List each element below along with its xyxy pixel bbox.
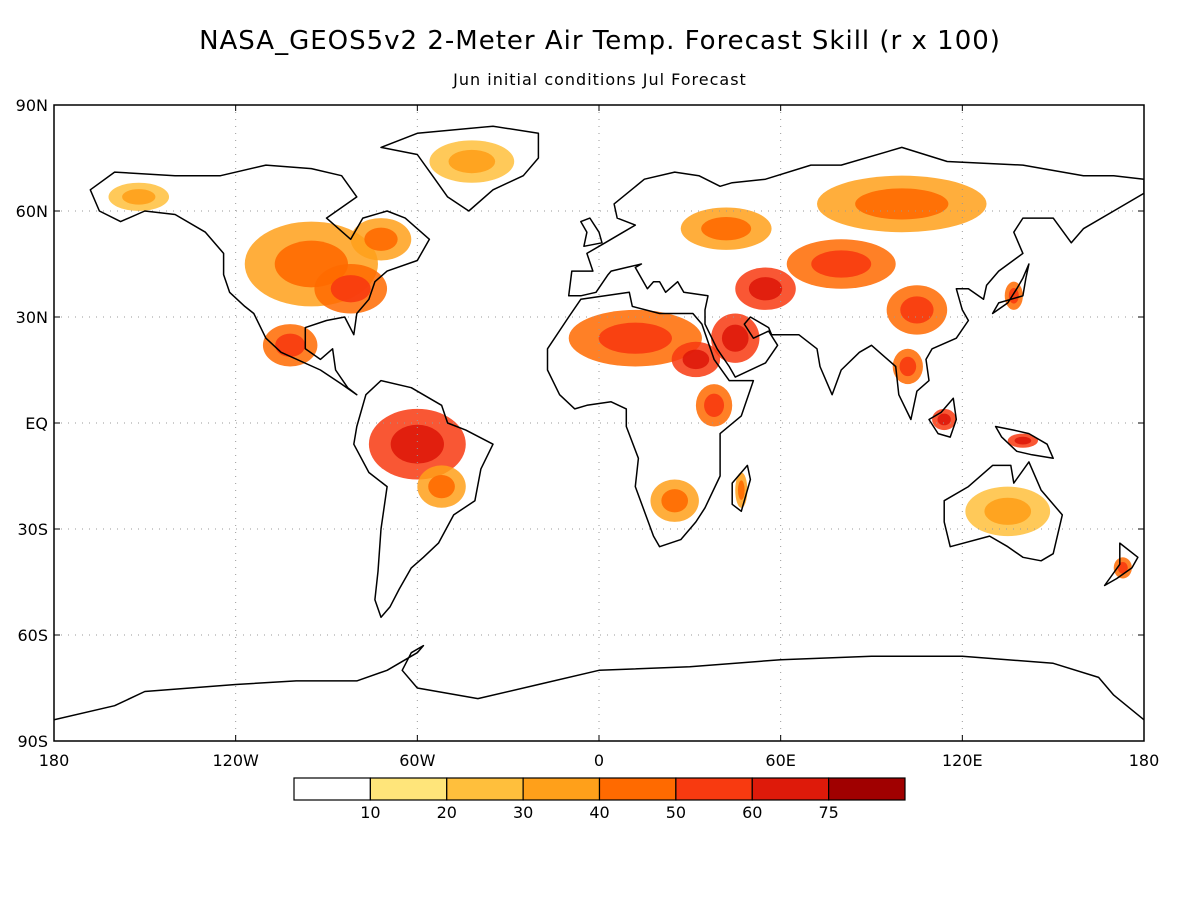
coastline-borneo (928, 397, 958, 438)
skill-core-iran-caspian (748, 277, 783, 301)
skill-core-central-asia (811, 250, 872, 278)
coastline-eurasia (567, 146, 1144, 421)
colorbar-swatch (369, 777, 448, 801)
colorbar-swatch (751, 777, 830, 801)
lon-tick-label: 60W (399, 751, 435, 770)
colorbar-label: 50 (666, 803, 686, 822)
skill-core-arabia (721, 324, 749, 352)
lat-tick-label: 90N (16, 96, 48, 115)
lat-tick-label: 60N (16, 202, 48, 221)
colorbar-swatch (522, 777, 601, 801)
coastlines (54, 125, 1144, 721)
skill-core-australia (984, 497, 1032, 525)
lon-tick-label: 180 (1129, 751, 1160, 770)
coastline-north-america (89, 164, 431, 396)
coastline-uk (580, 217, 603, 248)
colorbar: 10 20 30 40 50 60 75 (293, 777, 906, 822)
lon-tick-label: 120W (212, 751, 259, 770)
skill-core-mexico (275, 333, 306, 357)
colorbar-label: 40 (589, 803, 609, 822)
skill-core-sahara (598, 322, 672, 354)
lon-tick-label: 180 (39, 751, 70, 770)
skill-core-borneo (937, 413, 951, 426)
lon-tick-label: 60E (765, 751, 795, 770)
skill-core-east-africa (704, 393, 725, 417)
coastline-south-america (353, 379, 494, 619)
lon-tick-label: 120E (942, 751, 983, 770)
skill-core-southern-africa (661, 489, 689, 513)
coastline-japan (991, 263, 1030, 315)
skill-core-new-zealand (1117, 562, 1128, 574)
lat-tick-label: 60S (17, 626, 48, 645)
skill-core-alaska (122, 189, 156, 205)
coastline-new-guinea (994, 425, 1054, 460)
coastline-greenland (380, 125, 540, 212)
skill-core-eastern-us (330, 275, 371, 303)
coastline-madagascar (731, 464, 752, 513)
skill-core-egypt-sudan (682, 349, 710, 370)
skill-field (108, 140, 1132, 579)
skill-core-new-guinea (1014, 436, 1032, 445)
lon-tick-label: 0 (594, 751, 604, 770)
lat-tick-label: 30N (16, 308, 48, 327)
lat-tick-label: EQ (25, 414, 48, 433)
skill-core-madagascar (737, 480, 745, 500)
lat-tick-label: 90S (17, 732, 48, 751)
map-title: NASA_GEOS5v2 2-Meter Air Temp. Forecast … (199, 26, 1001, 56)
skill-core-siberia (855, 188, 949, 220)
coastline-australia (943, 461, 1064, 562)
colorbar-label: 30 (513, 803, 533, 822)
colorbar-label: 75 (818, 803, 838, 822)
skill-core-china (900, 296, 934, 324)
skill-core-japan (1008, 288, 1019, 304)
coastline-new-zealand (1103, 542, 1139, 587)
colorbar-swatch (446, 777, 524, 801)
skill-core-south-brazil (428, 474, 455, 499)
coastline-antarctica (54, 644, 1144, 721)
grid-lines (54, 105, 1144, 741)
colorbar-swatch (598, 777, 677, 801)
colorbar-swatch (293, 777, 371, 801)
coastline-africa (546, 291, 755, 548)
skill-core-greenland (448, 149, 496, 174)
map-subtitle: Jun initial conditions Jul Forecast (453, 70, 747, 89)
colorbar-label: 20 (437, 803, 457, 822)
skill-core-indochina (899, 356, 917, 377)
colorbar-swatch (828, 777, 906, 801)
colorbar-swatch (675, 777, 753, 801)
skill-core-amazon (390, 424, 444, 464)
colorbar-label: 10 (360, 803, 380, 822)
colorbar-label: 60 (742, 803, 762, 822)
lat-tick-label: 30S (17, 520, 48, 539)
skill-core-canada-east (364, 227, 398, 251)
skill-core-europe-russia (701, 217, 752, 241)
